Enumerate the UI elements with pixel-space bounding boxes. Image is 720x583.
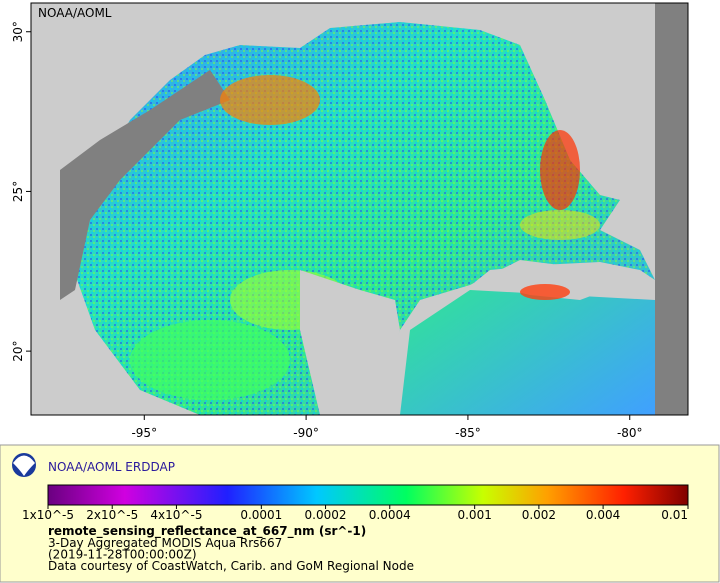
plume	[130, 320, 290, 400]
x-tick-label: -85°	[455, 426, 481, 440]
y-tick-label: 30°	[11, 21, 25, 42]
variable-name: remote_sensing_reflectance_at_667_nm (sr…	[48, 524, 366, 539]
colorbar-tick-label: 1x10^-5	[22, 508, 74, 522]
plume	[520, 284, 570, 300]
colorbar-tick-label: 4x10^-5	[150, 508, 202, 522]
y-tick-label: 20°	[11, 340, 25, 361]
legend-lines: 3-Day Aggregated MODIS Aqua Rrs667(2019-…	[48, 536, 414, 573]
colorbar-tick-label: 0.0002	[305, 508, 347, 522]
colorbar-tick-label: 0.004	[586, 508, 620, 522]
colorbar-tick-label: 0.002	[522, 508, 556, 522]
legend-line: 3-Day Aggregated MODIS Aqua Rrs667	[48, 536, 282, 550]
x-tick-label: -80°	[617, 426, 643, 440]
colorbar-tick-label: 0.0001	[240, 508, 282, 522]
legend-line: Data courtesy of CoastWatch, Carib. and …	[48, 559, 414, 573]
legend-panel	[0, 444, 720, 583]
colorbar-tick-label: 0.0004	[369, 508, 411, 522]
colorbar	[47, 484, 689, 506]
map-label: NOAA/AOML	[38, 6, 112, 20]
no-data	[655, 3, 688, 415]
axes: -95° -90° -85° -80° 20° 25° 30°	[11, 21, 643, 440]
x-tick-label: -95°	[131, 426, 157, 440]
cuba	[465, 262, 655, 300]
noaa-logo-gull	[13, 455, 35, 476]
map	[31, 3, 688, 415]
plume	[540, 130, 580, 210]
yucatan	[300, 270, 400, 415]
legend-line: (2019-11-28T00:00:00Z)	[48, 548, 197, 562]
plume	[520, 210, 600, 240]
x-tick-label: -90°	[293, 426, 319, 440]
colorbar-tick-label: 2x10^-5	[86, 508, 138, 522]
no-data	[60, 70, 230, 300]
ocean-texture	[70, 22, 655, 415]
legend-title: NOAA/AOML ERDDAP	[48, 460, 175, 474]
map-frame	[30, 2, 689, 416]
y-tick-label: 25°	[11, 181, 25, 202]
colorbar-tick-label: 0.001	[457, 508, 491, 522]
plume	[220, 75, 320, 125]
florida	[560, 5, 655, 200]
colorbar-tick-label: 0.01	[661, 508, 688, 522]
